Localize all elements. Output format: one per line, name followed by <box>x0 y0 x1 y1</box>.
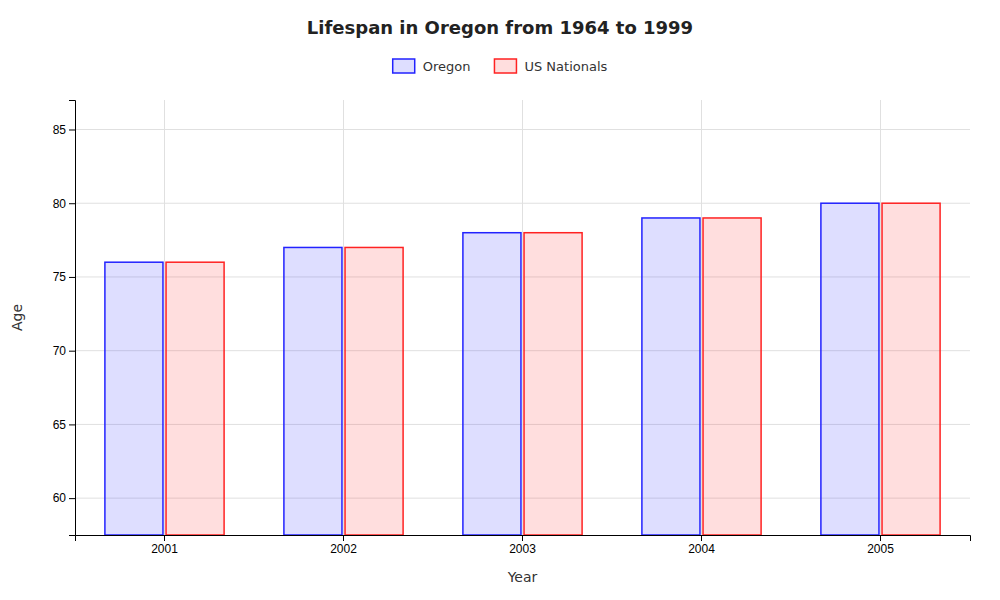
tick: 2005 <box>867 535 894 556</box>
tick: 70 <box>53 344 75 358</box>
bar <box>105 262 163 535</box>
bar <box>703 218 761 535</box>
bar <box>284 247 342 535</box>
bar <box>345 247 403 535</box>
tick: 2004 <box>688 535 715 556</box>
bar-series <box>166 203 940 535</box>
legend: Oregon US Nationals <box>393 59 608 74</box>
tick-label: 75 <box>53 270 67 284</box>
grid-line <box>701 100 702 535</box>
tick-label: 2002 <box>330 542 357 556</box>
tick: 65 <box>53 418 75 432</box>
tick-label: 80 <box>53 197 67 211</box>
legend-label: US Nationals <box>524 59 607 74</box>
x-axis: 2001 2002 2003 2004 2005 <box>76 535 971 556</box>
legend-item: Oregon <box>393 59 471 74</box>
tick: 85 <box>53 123 75 137</box>
x-axis-title: Year <box>507 569 538 585</box>
bar-series <box>105 203 879 535</box>
legend-swatch <box>393 59 415 73</box>
tick-mark <box>522 535 523 541</box>
bars <box>105 203 940 535</box>
tick-label: 2003 <box>509 542 536 556</box>
tick-label: 85 <box>53 123 67 137</box>
y-axis-title: Age <box>9 304 25 331</box>
grid-line <box>880 100 881 535</box>
y-axis: 60 65 70 75 80 85 <box>53 101 76 536</box>
tick-mark <box>69 351 75 352</box>
tick: 60 <box>53 491 75 505</box>
tick-label: 2004 <box>688 542 715 556</box>
tick-mark <box>69 203 75 204</box>
tick-label: 65 <box>53 418 67 432</box>
bar <box>166 262 224 535</box>
tick-label: 2001 <box>151 542 178 556</box>
bar <box>463 233 521 535</box>
tick-mark <box>69 277 75 278</box>
grid <box>75 100 970 535</box>
bar <box>821 203 879 535</box>
grid-line <box>343 100 344 535</box>
legend-item: US Nationals <box>494 59 607 74</box>
legend-swatch <box>494 59 516 73</box>
tick: 75 <box>53 270 75 284</box>
tick: 2003 <box>509 535 536 556</box>
plot: 60 65 70 75 80 85 2001 2002 2003 2004 2005 <box>53 100 971 556</box>
tick-mark <box>69 424 75 425</box>
bar <box>524 233 582 535</box>
axis-line <box>76 536 971 542</box>
tick-label: 70 <box>53 344 67 358</box>
tick: 80 <box>53 197 75 211</box>
tick-mark <box>69 498 75 499</box>
tick-label: 2005 <box>867 542 894 556</box>
legend-label: Oregon <box>423 59 471 74</box>
tick-label: 60 <box>53 491 67 505</box>
tick-mark <box>164 535 165 541</box>
bar <box>882 203 940 535</box>
axis-line <box>69 101 76 536</box>
grid-line <box>164 100 165 535</box>
tick: 2001 <box>151 535 178 556</box>
tick-mark <box>880 535 881 541</box>
tick: 2002 <box>330 535 357 556</box>
tick-mark <box>343 535 344 541</box>
bar <box>642 218 700 535</box>
title: Lifespan in Oregon from 1964 to 1999 <box>307 17 693 38</box>
tick-mark <box>69 129 75 130</box>
tick-mark <box>701 535 702 541</box>
grid-line <box>522 100 523 535</box>
chart: 60 65 70 75 80 85 2001 2002 2003 2004 2005 Year Age L… <box>0 0 1000 600</box>
